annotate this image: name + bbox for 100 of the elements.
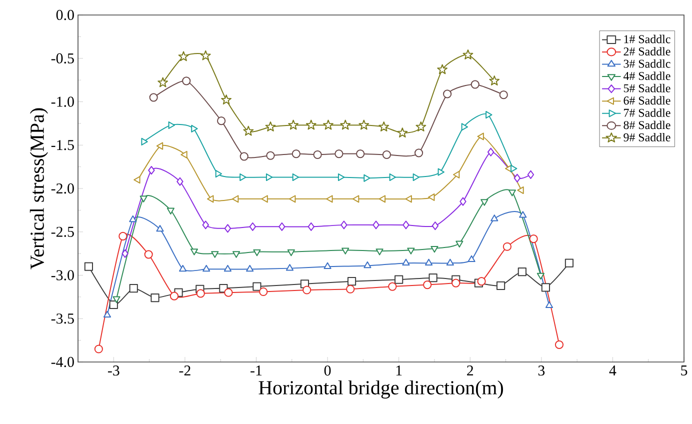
point [480,199,488,206]
point [364,261,372,268]
point [378,121,390,132]
x-tick-label: 0 [324,366,331,376]
point [323,120,334,130]
point [477,132,484,140]
point [118,232,128,241]
y-axis-title: Vertical stress(MPa) [30,108,48,270]
point [266,151,275,160]
point [508,190,516,196]
point [541,283,550,292]
point [407,248,415,254]
point [224,224,232,233]
point [517,186,524,194]
point [536,272,544,280]
point [470,80,480,89]
point [287,249,295,256]
point [232,195,239,203]
legend-label: 9# Saddle [624,133,670,142]
point [182,76,191,86]
point [302,286,312,294]
point [180,150,188,158]
point [196,289,205,298]
point [388,282,397,291]
y-tick-label: -2.5 [51,226,74,237]
point [412,173,420,182]
point [129,215,137,222]
point [402,258,410,266]
point [249,222,256,231]
point [462,49,474,60]
point [554,340,564,349]
point [156,142,164,150]
point [207,195,214,203]
point [430,246,438,253]
point [352,195,360,203]
point [452,278,460,288]
point [259,287,268,296]
point [141,138,148,146]
point [502,242,512,251]
point [356,150,365,158]
x-tick-label: 2 [467,366,474,376]
legend-label: 5# Saddle [624,84,670,92]
point [405,195,412,203]
legend-label: 3# Saddlc [624,59,670,68]
point [221,94,232,105]
point [134,176,140,184]
legend-label: 4# Saddle [623,72,670,80]
point [334,150,344,158]
point [510,164,518,172]
point [253,249,261,256]
point [527,170,534,179]
point [423,280,432,290]
x-tick-label: 5 [681,366,688,376]
legend-label: 7# Saddle [624,108,670,117]
point [342,248,350,254]
point [446,258,454,266]
point [456,240,464,248]
point [109,300,118,310]
point [397,128,408,138]
point [382,150,392,159]
point [340,220,348,230]
x-tick-label: 3 [538,366,545,376]
point [428,193,435,201]
point [394,275,404,284]
point [144,250,153,259]
point [84,262,93,271]
point [176,177,184,186]
point [178,51,189,62]
point [313,150,322,159]
point [372,220,380,230]
point [215,170,222,178]
point [122,249,128,258]
legend-label: 2# Saddle [624,47,670,56]
point [240,152,248,161]
point [289,195,296,203]
point [364,174,370,182]
point [358,120,370,130]
point [514,174,521,182]
point [103,310,112,318]
point [432,222,439,230]
point [308,222,314,231]
point [217,116,226,126]
point [496,281,506,290]
point [191,124,198,132]
point [324,262,332,269]
y-tick-label: -3.5 [51,314,74,324]
point [211,251,219,258]
point [246,264,254,272]
point [202,220,209,230]
point [346,284,355,294]
point [460,197,466,206]
y-tick-label: -0.5 [51,53,74,64]
x-tick-label: -2 [179,366,190,376]
point [529,234,538,244]
point [438,168,444,176]
point [286,264,294,271]
point [265,121,276,132]
point [156,224,164,232]
x-tick-label: 4 [609,366,616,376]
point [340,120,351,130]
